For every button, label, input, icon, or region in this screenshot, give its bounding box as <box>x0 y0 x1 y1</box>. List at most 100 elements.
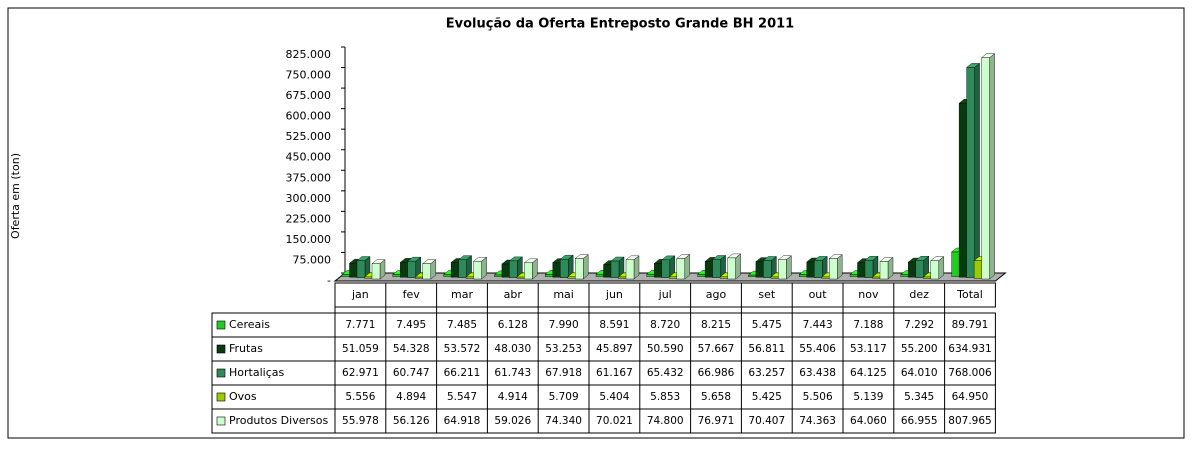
table-value: 50.590 <box>647 343 684 355</box>
bar <box>813 256 828 279</box>
y-tick-label: 375.000 <box>286 171 332 184</box>
bar <box>727 253 742 280</box>
x-tick-label: jan <box>351 288 369 301</box>
table-value: 8.215 <box>701 319 731 331</box>
table-value: 66.986 <box>698 367 735 379</box>
bar <box>625 255 640 280</box>
bar-front <box>908 261 917 278</box>
table-value: 4.894 <box>396 391 426 403</box>
table-value: 7.443 <box>803 319 833 331</box>
bar-side <box>887 257 894 280</box>
table-value: 807.965 <box>948 415 991 427</box>
table-value: 89.791 <box>952 319 989 331</box>
bar-front <box>872 276 881 279</box>
y-tick-label: 750.000 <box>286 69 332 82</box>
bar-front <box>770 276 780 279</box>
table-value: 53.253 <box>545 343 582 355</box>
y-tick-label: 225.000 <box>286 212 332 225</box>
bar <box>762 256 777 279</box>
table-value: 59.026 <box>494 415 531 427</box>
bar-front <box>755 261 765 278</box>
bar <box>356 256 371 279</box>
table-value: 634.931 <box>948 343 991 355</box>
bar-side <box>989 53 995 280</box>
bar-front <box>966 67 975 279</box>
bar-front <box>422 263 431 280</box>
table-value: 55.406 <box>799 343 836 355</box>
bar-side <box>481 256 487 280</box>
bar <box>407 256 422 279</box>
y-tick-label: - <box>327 274 331 287</box>
bar-front <box>356 260 366 279</box>
table-value: 61.743 <box>494 367 531 379</box>
bar-front <box>516 276 526 279</box>
y-tick-label: 300.000 <box>286 192 332 205</box>
legend-label: Ovos <box>229 390 257 403</box>
bar-front <box>610 260 620 278</box>
bar-front <box>603 264 612 278</box>
legend-label: Hortaliças <box>229 366 284 379</box>
x-tick-label: jun <box>605 288 623 301</box>
bar-front <box>981 57 990 280</box>
bar-front <box>400 262 409 278</box>
bar-front <box>748 274 757 277</box>
table-value: 6.128 <box>498 319 528 331</box>
bar-front <box>915 260 924 278</box>
x-tick-label: ago <box>706 288 727 301</box>
x-tick-label: dez <box>909 288 929 301</box>
y-tick-label: 525.000 <box>286 130 332 143</box>
table-value: 61.167 <box>596 367 633 379</box>
table-value: 74.340 <box>545 415 582 427</box>
table-value: 7.292 <box>904 319 934 331</box>
bar-front <box>458 259 467 279</box>
bar <box>523 258 538 280</box>
table-value: 45.897 <box>596 343 633 355</box>
table-value: 67.918 <box>545 367 582 379</box>
bar-front <box>450 262 460 278</box>
table-value: 7.188 <box>853 319 883 331</box>
y-tick-label: 75.000 <box>293 253 332 266</box>
table-value: 5.658 <box>701 391 731 403</box>
bar-front <box>349 263 358 278</box>
bar-side <box>633 255 640 280</box>
x-tick-label: out <box>809 288 828 301</box>
y-tick-label: 150.000 <box>286 233 332 246</box>
bar <box>371 259 386 280</box>
bar-front <box>849 274 859 277</box>
legend-label: Frutas <box>229 342 263 355</box>
chart-title: Evolução da Oferta Entreposto Grande BH … <box>446 17 794 32</box>
table-value: 64.060 <box>850 415 887 427</box>
table-value: 56.126 <box>393 415 430 427</box>
bar <box>610 256 625 279</box>
bar-front <box>669 276 678 279</box>
bar <box>864 255 879 279</box>
table-value: 48.030 <box>494 343 531 355</box>
y-tick-label: 675.000 <box>286 89 332 102</box>
table-value: 55.978 <box>342 415 379 427</box>
bar-side <box>684 254 690 280</box>
table-value: 65.432 <box>647 367 684 379</box>
bar-front <box>552 262 561 278</box>
table-value: 57.667 <box>698 343 735 355</box>
bar-front <box>930 260 939 280</box>
table-value: 5.475 <box>752 319 782 331</box>
bar-front <box>864 260 874 279</box>
table-value: 7.990 <box>549 319 579 331</box>
bar-side <box>735 253 741 280</box>
bar-side <box>583 254 589 280</box>
table-value: 8.591 <box>599 319 629 331</box>
bar <box>473 256 488 280</box>
legend-swatch <box>216 368 226 378</box>
bar <box>661 255 676 279</box>
table-value: 70.407 <box>748 415 785 427</box>
bar-front <box>719 276 729 279</box>
bar <box>422 259 437 280</box>
table-value: 5.139 <box>853 391 883 403</box>
bar-front <box>778 259 787 280</box>
table-value: 53.572 <box>444 343 481 355</box>
table-value: 74.363 <box>799 415 836 427</box>
bar-front <box>473 261 482 280</box>
bar-front <box>697 274 706 277</box>
table-row <box>211 408 996 434</box>
